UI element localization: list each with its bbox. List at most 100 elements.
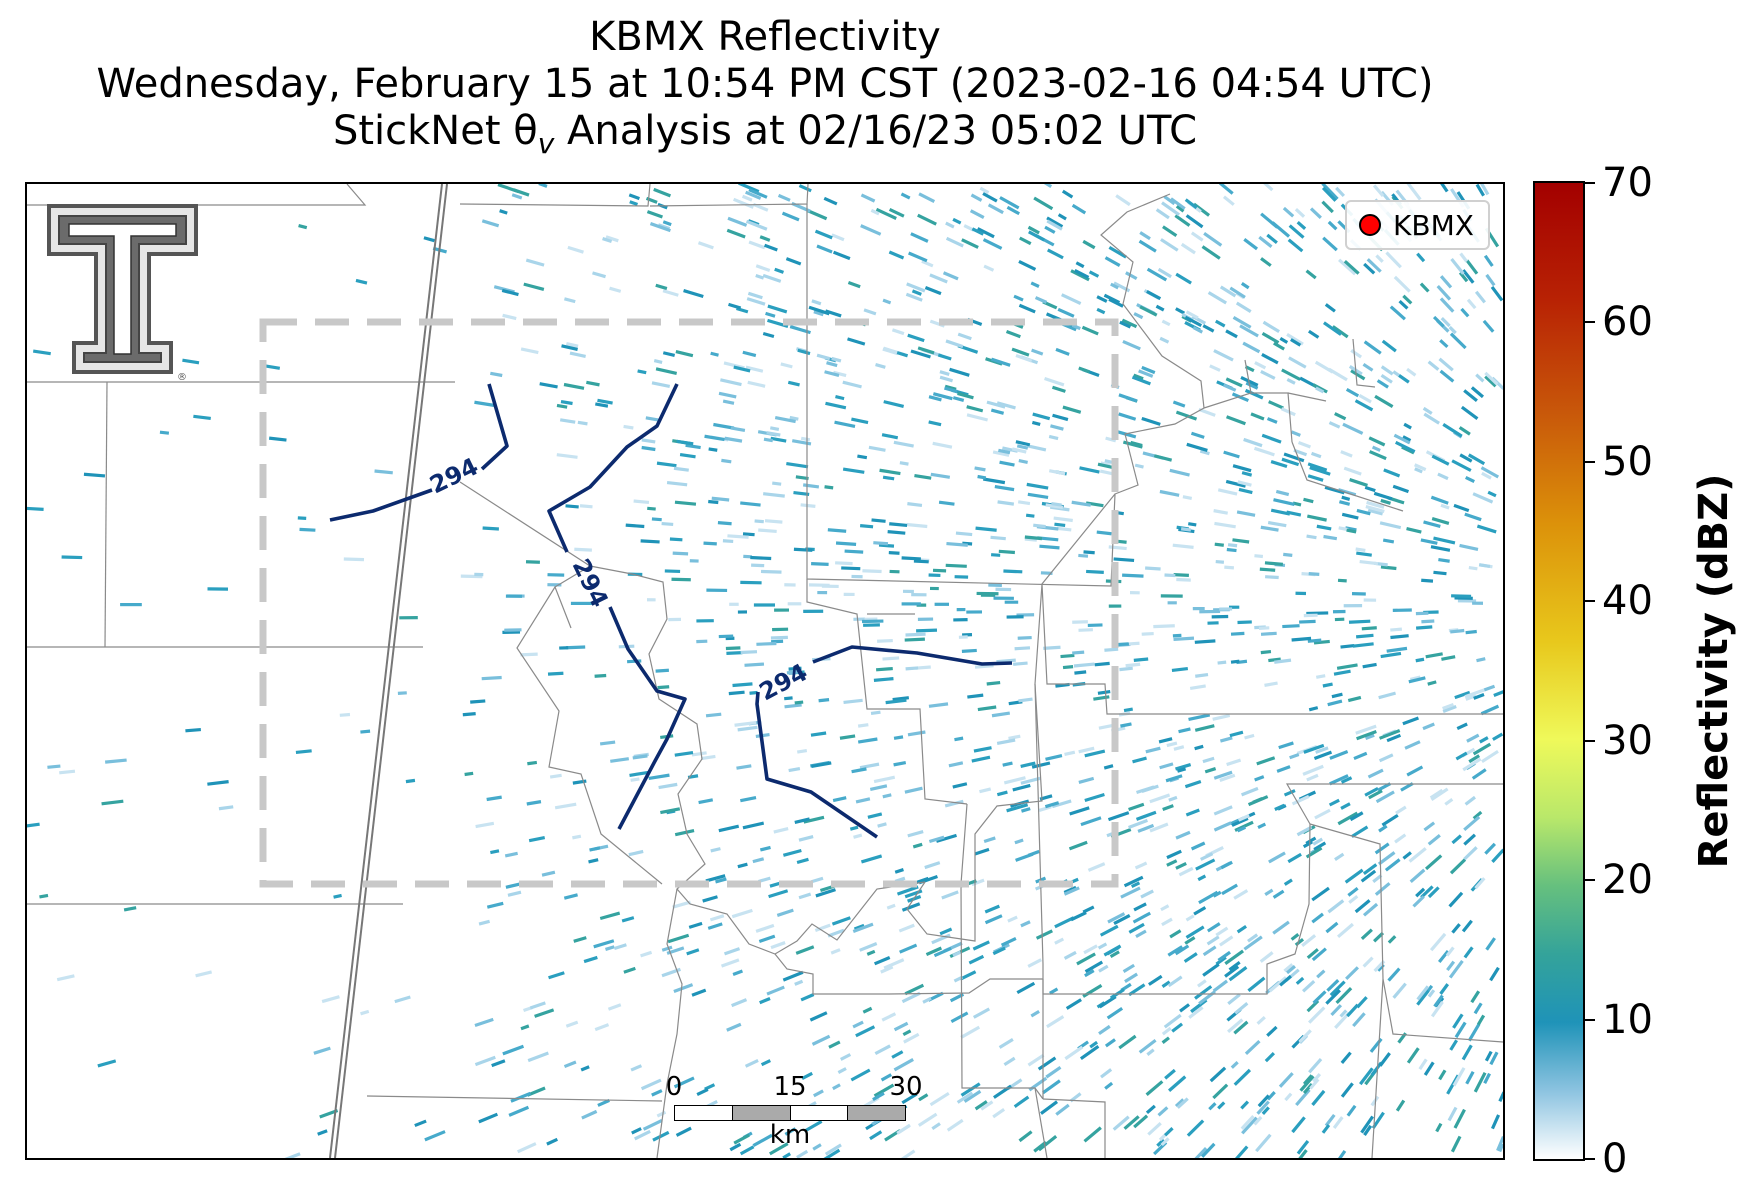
colorbar-tick-mark (1585, 600, 1595, 603)
reflectivity-echo (1448, 891, 1464, 908)
reflectivity-echo (482, 526, 499, 531)
reflectivity-echo (1097, 462, 1113, 469)
reflectivity-echo (1019, 236, 1032, 246)
reflectivity-echo (984, 904, 1000, 914)
reflectivity-echo (1481, 471, 1492, 480)
reflectivity-echo (1349, 811, 1364, 822)
reflectivity-echo (910, 349, 931, 359)
reflectivity-echo (1237, 620, 1252, 625)
reflectivity-echo (755, 923, 775, 933)
reflectivity-echo (1202, 963, 1220, 977)
reflectivity-echo (1484, 1050, 1493, 1062)
reflectivity-echo (1161, 1026, 1172, 1036)
reflectivity-echo (478, 1112, 499, 1124)
reflectivity-echo (1133, 657, 1149, 662)
reflectivity-echo (1128, 983, 1146, 997)
reflectivity-echo (1199, 449, 1210, 456)
reflectivity-echo (928, 835, 945, 844)
reflectivity-echo (1422, 406, 1433, 415)
reflectivity-echo (605, 235, 619, 243)
reflectivity-echo (490, 849, 500, 855)
reflectivity-echo (1118, 412, 1137, 421)
reflectivity-echo (1110, 282, 1119, 290)
reflectivity-echo (980, 593, 996, 597)
reflectivity-echo (502, 1044, 525, 1056)
reflectivity-echo (1368, 436, 1386, 447)
reflectivity-echo (839, 734, 856, 740)
reflectivity-echo (1408, 847, 1427, 863)
reflectivity-echo (1309, 466, 1331, 476)
map-panel[interactable]: 294 294 294 KBMX ® 0 15 30 km (25, 182, 1505, 1160)
reflectivity-echo (810, 731, 827, 737)
reflectivity-echo (299, 527, 316, 532)
reflectivity-echo (641, 445, 656, 452)
reflectivity-echo (1232, 464, 1252, 473)
reflectivity-echo (1237, 814, 1250, 822)
reflectivity-echo (1467, 1023, 1481, 1042)
reflectivity-echo (1286, 965, 1296, 975)
reflectivity-echo (1356, 996, 1368, 1009)
reflectivity-echo (1184, 779, 1202, 789)
reflectivity-echo (1149, 793, 1171, 804)
reflectivity-echo (474, 572, 484, 577)
reflectivity-echo (1472, 742, 1492, 756)
reflectivity-echo (1014, 838, 1024, 845)
reflectivity-echo (1153, 454, 1173, 462)
reflectivity-echo (1439, 297, 1455, 313)
reflectivity-echo (47, 764, 61, 769)
reflectivity-echo (1203, 231, 1223, 247)
reflectivity-echo (1380, 565, 1397, 571)
reflectivity-echo (333, 893, 342, 899)
reflectivity-echo (1260, 212, 1279, 229)
reflectivity-echo (1169, 468, 1190, 477)
reflectivity-echo (652, 1130, 670, 1142)
reflectivity-echo (1011, 447, 1027, 454)
reflectivity-echo (1115, 194, 1131, 207)
scale-tick-0: 0 (665, 1072, 683, 1102)
reflectivity-echo (1459, 252, 1468, 263)
reflectivity-echo (1340, 776, 1353, 784)
reflectivity-echo (745, 365, 764, 373)
reflectivity-echo (993, 1084, 1012, 1099)
reflectivity-echo (1020, 761, 1036, 768)
analysis-domain-box (259, 318, 1119, 888)
reflectivity-echo (1311, 912, 1324, 924)
reflectivity-echo (538, 184, 548, 188)
reflectivity-echo (782, 848, 802, 857)
reflectivity-echo (728, 302, 742, 310)
reflectivity-echo (565, 504, 579, 509)
reflectivity-echo (1335, 986, 1353, 1005)
reflectivity-echo (1240, 786, 1259, 797)
reflectivity-echo (972, 1007, 991, 1019)
reflectivity-echo (896, 1123, 911, 1135)
reflectivity-echo (726, 228, 746, 239)
reflectivity-echo (1423, 1061, 1435, 1076)
reflectivity-echo (632, 754, 648, 760)
reflectivity-echo (708, 447, 718, 452)
reflectivity-echo (1315, 674, 1326, 679)
reflectivity-echo (1006, 615, 1024, 619)
reflectivity-echo (1125, 271, 1138, 281)
reflectivity-echo (1163, 1013, 1182, 1029)
contour-294-central (547, 383, 687, 830)
reflectivity-echo (1371, 445, 1381, 452)
reflectivity-echo (1013, 1095, 1030, 1108)
reflectivity-echo (1467, 453, 1486, 466)
reflectivity-echo (1414, 463, 1427, 472)
reflectivity-echo (715, 877, 727, 884)
reflectivity-echo (1236, 825, 1247, 833)
reflectivity-echo (1195, 858, 1216, 871)
reflectivity-echo (857, 723, 869, 728)
reflectivity-echo (405, 778, 416, 784)
reflectivity-echo (1306, 948, 1319, 960)
reflectivity-echo (974, 847, 990, 856)
texas-tech-logo-icon: ® (47, 204, 198, 382)
reflectivity-echo (1314, 808, 1331, 820)
reflectivity-echo (1037, 1135, 1058, 1152)
reflectivity-echo (1332, 1116, 1344, 1129)
reflectivity-echo (697, 241, 714, 250)
reflectivity-echo (1136, 785, 1155, 795)
reflectivity-echo (1374, 842, 1390, 855)
reflectivity-echo (990, 535, 1006, 541)
reflectivity-echo (1406, 184, 1422, 201)
